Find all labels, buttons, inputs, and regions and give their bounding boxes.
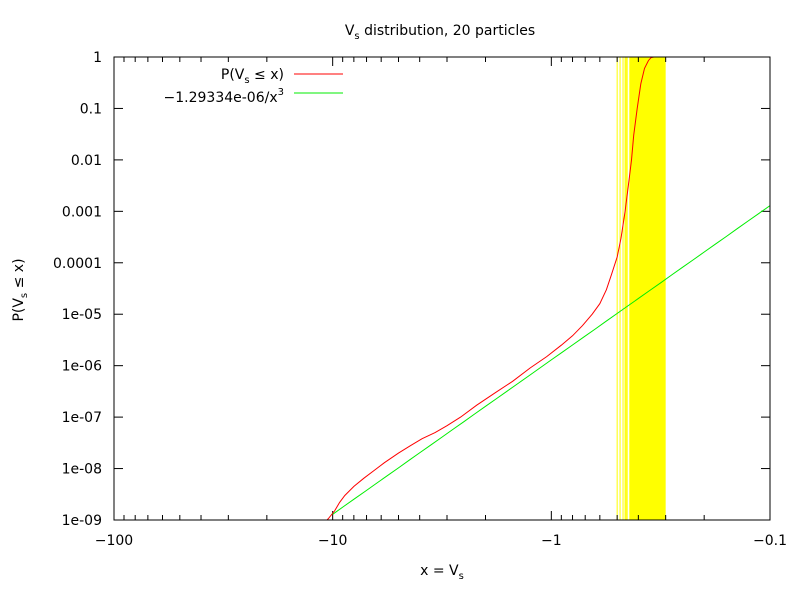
series-fit-line — [332, 205, 771, 515]
series-lines — [326, 56, 771, 521]
plot-frame — [113, 56, 771, 521]
legend-label-fit: −1.29334e-06/x3 — [164, 87, 284, 106]
series-probability-line — [326, 56, 666, 521]
yellow-band-solid — [629, 57, 666, 520]
y-tick-label: 0.001 — [62, 204, 102, 220]
y-tick-labels: 1e-09 1e-08 1e-07 1e-06 1e-05 0.0001 0.001 0.01… — [53, 50, 102, 529]
legend: P(Vs ≤ x) −1.29334e-06/x3 — [164, 67, 343, 106]
y-axis-label: P(Vs ≤ x) — [11, 258, 30, 321]
y-tick-label: 1e-08 — [62, 462, 102, 478]
y-tick-label: 0.1 — [80, 101, 102, 117]
y-tick-label: 1e-05 — [62, 307, 102, 323]
x-axis-label: x = Vs — [420, 563, 464, 582]
x-tick-label: −0.1 — [753, 533, 787, 549]
axis-ticks — [113, 56, 771, 521]
x-tick-label: −1 — [541, 533, 562, 549]
yellow-bands — [616, 57, 666, 520]
y-tick-label: 1e-06 — [62, 359, 102, 375]
x-tick-label: −10 — [318, 533, 348, 549]
y-tick-label: 1e-09 — [62, 513, 102, 529]
x-tick-labels: −100 −10 −1 −0.1 — [95, 533, 787, 549]
y-tick-label: 0.01 — [71, 153, 102, 169]
y-tick-label: 1 — [93, 50, 102, 66]
chart-title: Vs distribution, 20 particles — [345, 23, 535, 42]
legend-label-probability: P(Vs ≤ x) — [221, 67, 284, 86]
x-tick-label: −100 — [95, 533, 133, 549]
y-tick-label: 0.0001 — [53, 256, 102, 272]
y-tick-label: 1e-07 — [62, 410, 102, 426]
